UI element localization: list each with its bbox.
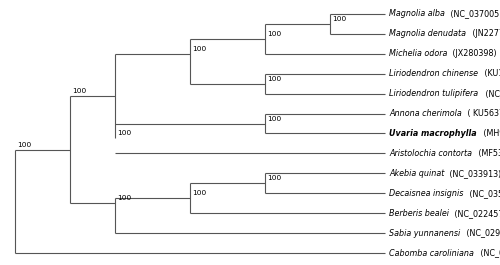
Text: 100: 100 [332, 16, 346, 22]
Text: (MH992130): (MH992130) [481, 129, 500, 138]
Text: (NC_031505): (NC_031505) [478, 249, 500, 258]
Text: 100: 100 [267, 175, 281, 181]
Text: Decaisnea insignis: Decaisnea insignis [389, 189, 464, 198]
Text: (NC_033913): (NC_033913) [447, 169, 500, 178]
Text: 100: 100 [72, 88, 86, 94]
Text: Liriodendron chinense: Liriodendron chinense [389, 69, 478, 78]
Text: 100: 100 [267, 76, 281, 82]
Text: 100: 100 [192, 46, 206, 52]
Text: (KU170538 ): (KU170538 ) [482, 69, 500, 78]
Text: 100: 100 [267, 31, 281, 37]
Text: 100: 100 [267, 116, 281, 122]
Text: (MF539927): (MF539927) [476, 149, 500, 158]
Text: Annona cherimola: Annona cherimola [389, 109, 462, 118]
Text: (NC_035941): (NC_035941) [467, 189, 500, 198]
Text: (NC_029431): (NC_029431) [464, 229, 500, 238]
Text: (NC_022457): (NC_022457) [452, 209, 500, 218]
Text: (JN227740 ): (JN227740 ) [470, 29, 500, 38]
Text: ( KU563738 ): ( KU563738 ) [466, 109, 500, 118]
Text: Liriodendron tulipifera: Liriodendron tulipifera [389, 89, 478, 98]
Text: Michelia odora: Michelia odora [389, 49, 448, 58]
Text: Akebia quinat: Akebia quinat [389, 169, 444, 178]
Text: 100: 100 [117, 195, 131, 201]
Text: Uvaria macrophylla: Uvaria macrophylla [389, 129, 476, 138]
Text: Sabia yunnanensi: Sabia yunnanensi [389, 229, 460, 238]
Text: Cabomba caroliniana: Cabomba caroliniana [389, 249, 474, 258]
Text: Magnolia denudata: Magnolia denudata [389, 29, 466, 38]
Text: 100: 100 [17, 142, 31, 148]
Text: Magnolia alba: Magnolia alba [389, 10, 445, 19]
Text: 100: 100 [192, 190, 206, 196]
Text: (NC_037005 ): (NC_037005 ) [448, 10, 500, 19]
Text: Aristolochia contorta: Aristolochia contorta [389, 149, 472, 158]
Text: (JX280398): (JX280398) [450, 49, 497, 58]
Text: Berberis bealei: Berberis bealei [389, 209, 449, 218]
Text: 100: 100 [117, 130, 131, 136]
Text: (NC_008326 ): (NC_008326 ) [482, 89, 500, 98]
